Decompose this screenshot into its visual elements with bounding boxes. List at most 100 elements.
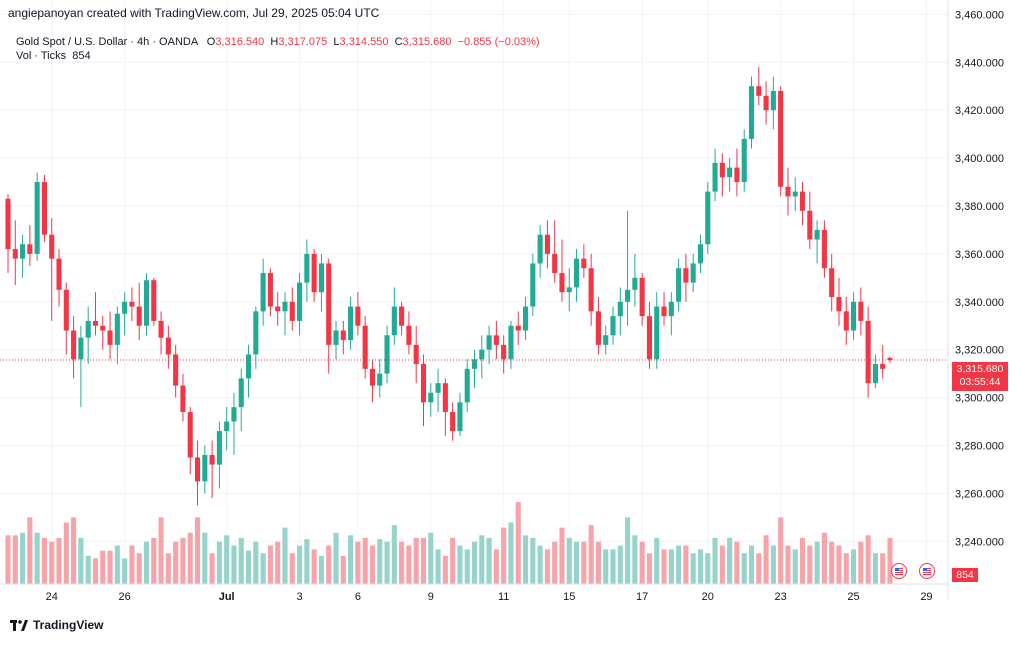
us-flag-icon[interactable]	[919, 563, 935, 579]
volume-bar	[683, 545, 689, 584]
candle	[836, 277, 842, 326]
volume-bar	[741, 553, 747, 584]
candle	[413, 325, 419, 384]
candle-body	[12, 249, 18, 259]
candle-body	[333, 330, 339, 345]
candle-body	[63, 289, 69, 331]
change-value: −0.855 (−0.03%)	[457, 36, 540, 48]
candle	[858, 287, 864, 336]
candle-body	[471, 359, 478, 369]
candle-body	[552, 253, 558, 274]
volume-bar	[493, 549, 499, 584]
volume-bar	[814, 541, 820, 584]
tradingview-logo[interactable]: TradingView	[10, 618, 103, 632]
candle-body	[267, 273, 273, 307]
price-tick-label: 3,380.000	[955, 201, 1004, 213]
candle	[275, 292, 281, 326]
symbol-name[interactable]: Gold Spot / U.S. Dollar · 4h · OANDA	[16, 36, 198, 48]
symbol-legend: Gold Spot / U.S. Dollar · 4h · OANDA O3,…	[16, 34, 540, 50]
candle	[464, 359, 470, 412]
candle	[617, 287, 623, 336]
volume-bar	[471, 541, 478, 584]
candle-body	[129, 301, 135, 307]
time-axis[interactable]: 24 26 Jul 3 6 9 11 15 17 20 23 25 29	[46, 591, 933, 603]
volume-bar	[865, 535, 871, 584]
candle	[887, 356, 893, 363]
candle	[559, 239, 565, 302]
candle-body	[238, 378, 244, 408]
candle	[588, 253, 594, 326]
candle	[318, 253, 324, 312]
candle	[756, 67, 762, 106]
volume-bar	[85, 555, 91, 584]
candle	[814, 220, 820, 264]
candle-body	[625, 289, 631, 302]
candle	[501, 335, 507, 374]
candle-body	[661, 306, 667, 317]
volume-bar	[143, 541, 150, 584]
candle-body	[493, 335, 499, 345]
volume-bar	[34, 532, 40, 584]
volume-bar	[756, 553, 762, 584]
volume-bar	[194, 517, 201, 584]
price-tick-label: 3,260.000	[955, 488, 1004, 500]
candle-body	[420, 364, 427, 403]
candle-body	[143, 280, 150, 326]
candle	[114, 306, 120, 365]
candle	[851, 292, 857, 341]
price-axis[interactable]: 3,240.000 3,260.000 3,280.000 3,300.000 3,32…	[955, 9, 1004, 548]
candle	[173, 344, 179, 398]
candle	[544, 220, 550, 269]
volume-bar	[821, 532, 827, 584]
candle	[574, 249, 580, 302]
volume-bar	[872, 553, 878, 584]
candle	[122, 292, 128, 336]
volume-bars	[5, 502, 893, 584]
low-label: L	[333, 36, 340, 48]
volume-bar	[355, 541, 361, 584]
volume-bar	[129, 545, 135, 584]
volume-bar	[289, 553, 295, 584]
candle-body	[369, 368, 376, 386]
candle-body	[814, 229, 820, 240]
candle	[683, 253, 689, 302]
volume-bar	[318, 555, 324, 584]
time-tick-label: 26	[119, 591, 131, 603]
volume-bar	[107, 550, 113, 584]
candle	[56, 249, 62, 307]
candle-body	[428, 392, 434, 403]
volume-bar	[311, 549, 317, 584]
candle	[209, 440, 215, 499]
time-tick-label: Jul	[219, 591, 235, 603]
candle-body	[851, 301, 857, 331]
candle-body	[71, 330, 77, 360]
candle	[705, 182, 711, 254]
low-value: 3,314.550	[339, 36, 389, 48]
candle	[522, 296, 529, 341]
candle	[348, 296, 354, 350]
candle-body	[574, 258, 580, 288]
close-label: C	[394, 36, 403, 48]
candle-body	[187, 411, 193, 458]
volume-bar	[530, 537, 536, 584]
volume-bar	[479, 535, 485, 584]
candle	[471, 349, 478, 388]
candle	[610, 306, 616, 345]
candle-body	[479, 349, 485, 360]
volume-bar	[676, 545, 682, 584]
candle-body	[275, 306, 281, 312]
volume-bar	[792, 549, 798, 584]
candle	[362, 316, 368, 379]
candle	[311, 249, 317, 302]
candle-body	[559, 273, 565, 293]
volume-label[interactable]: Vol · Ticks	[16, 50, 67, 62]
volume-bar	[727, 537, 733, 584]
volume-bar	[275, 541, 281, 584]
us-flag-icon[interactable]	[891, 563, 907, 579]
candle-body	[610, 316, 616, 336]
price-tick-label: 3,300.000	[955, 393, 1004, 405]
candle-body	[122, 301, 128, 314]
candle	[552, 220, 558, 283]
